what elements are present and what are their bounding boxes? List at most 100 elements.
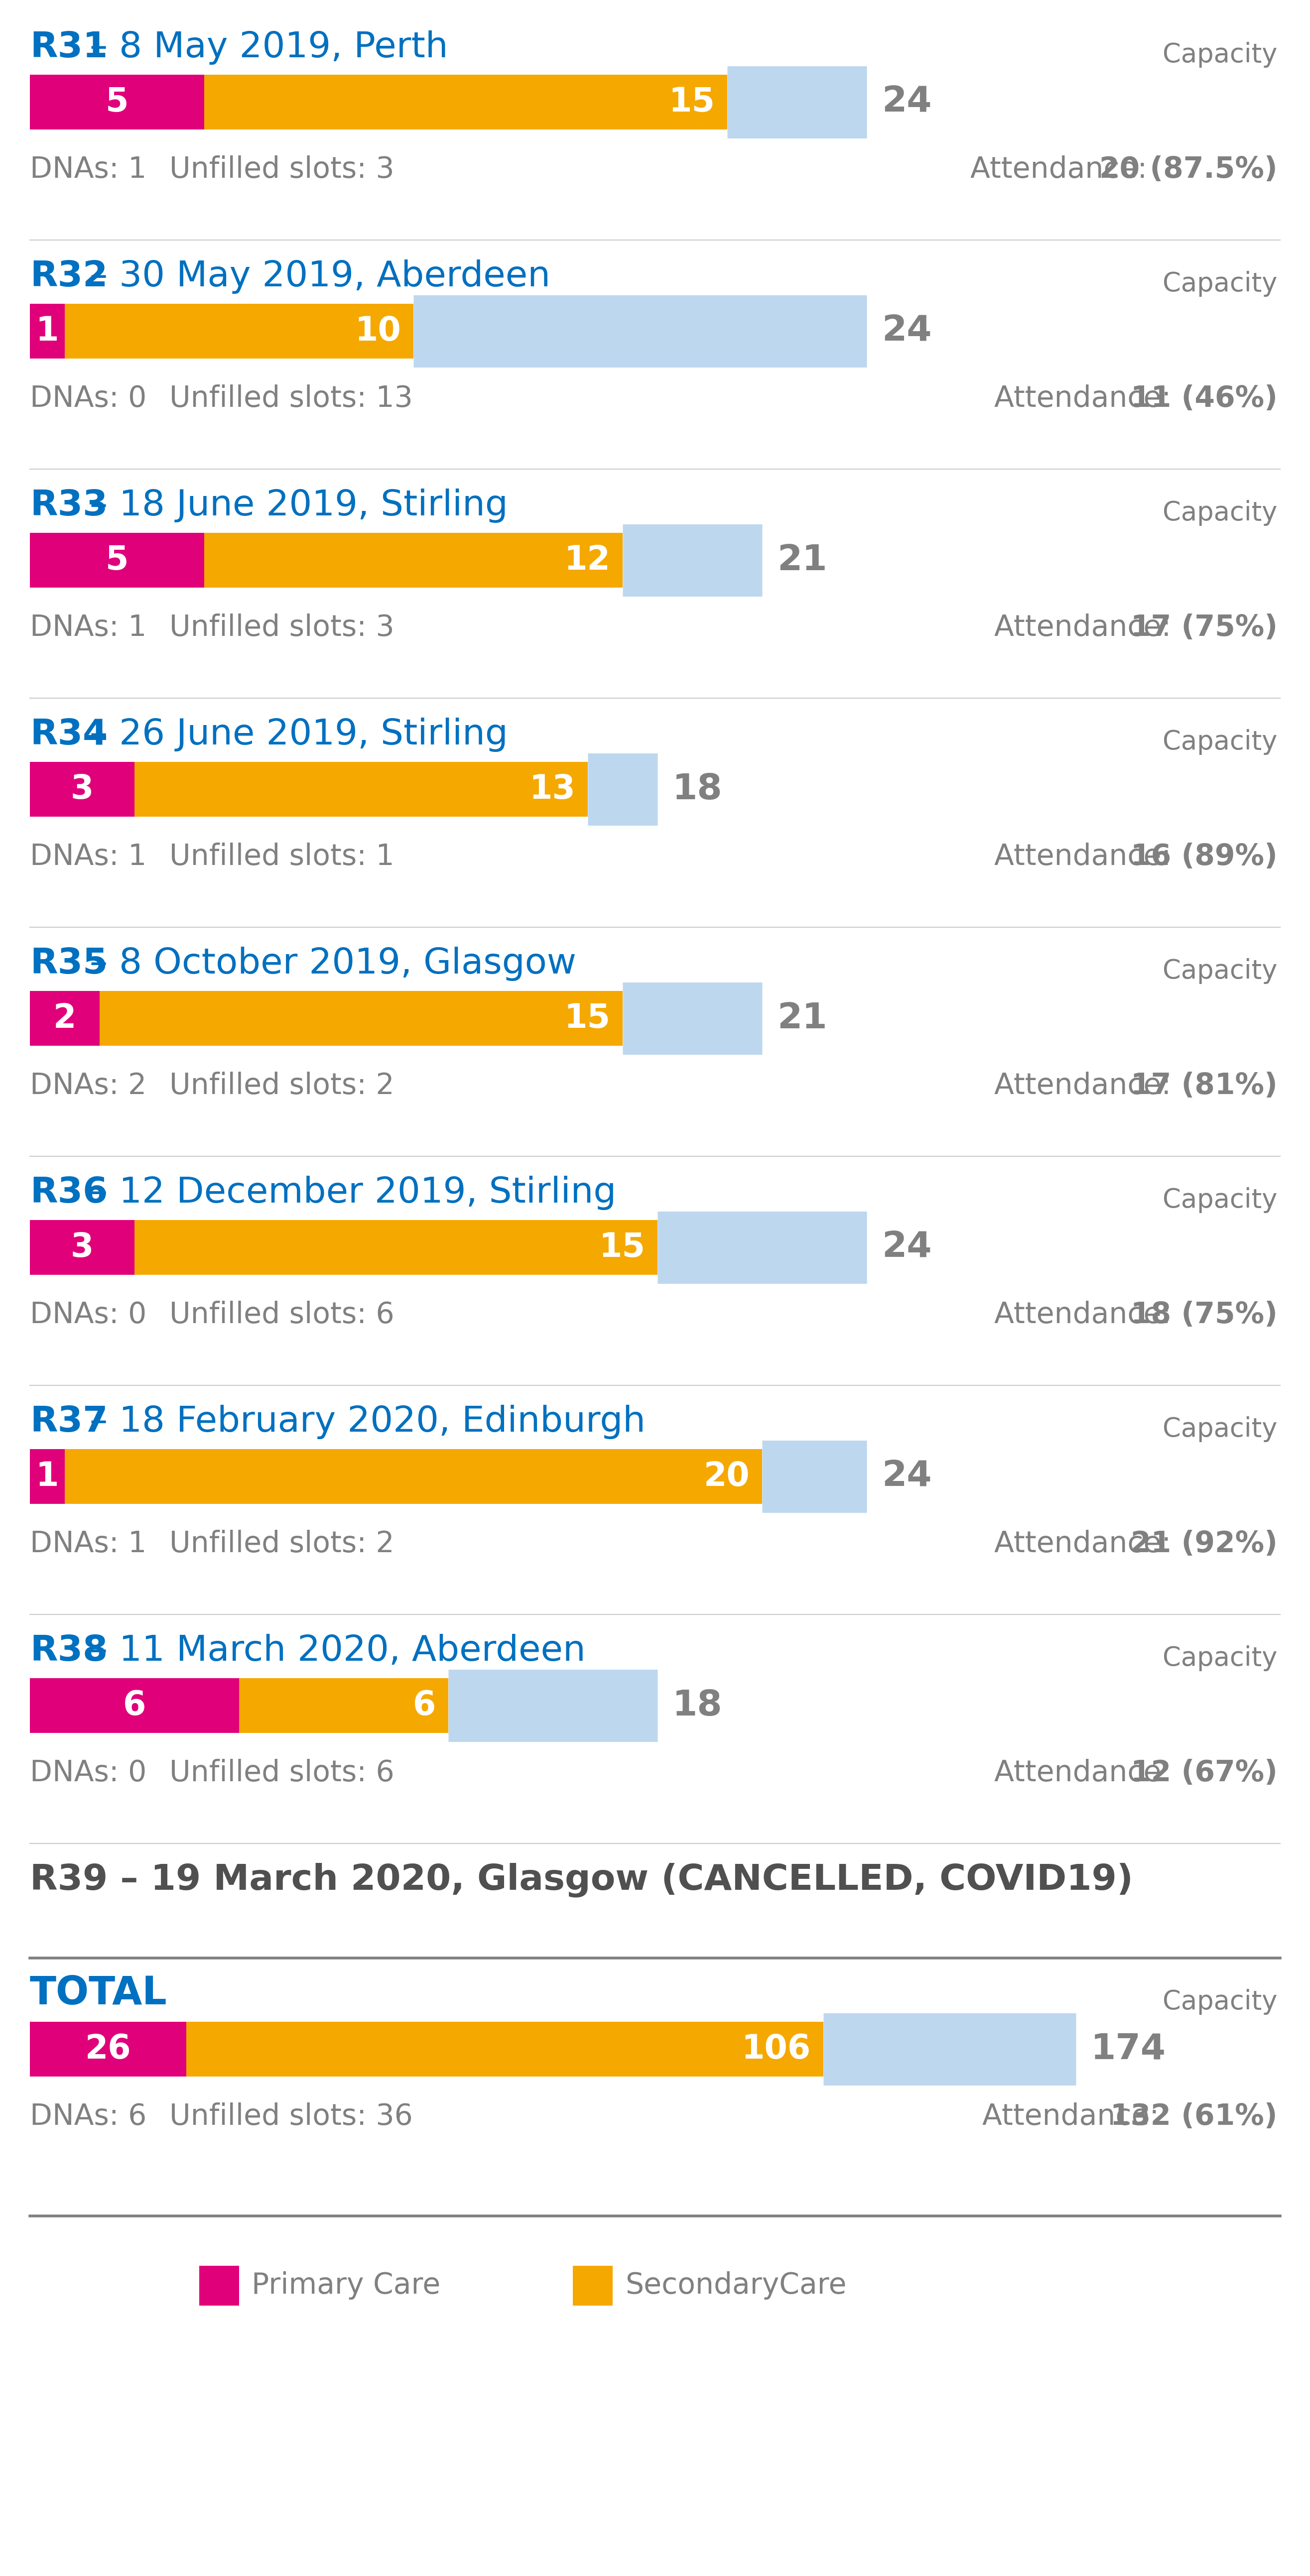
Text: R32: R32 <box>30 260 107 294</box>
Text: – 11 March 2020, Aberdeen: – 11 March 2020, Aberdeen <box>79 1633 586 1669</box>
Text: – 12 December 2019, Stirling: – 12 December 2019, Stirling <box>79 1175 616 1211</box>
Bar <box>204 75 727 129</box>
Text: – 30 May 2019, Aberdeen: – 30 May 2019, Aberdeen <box>79 260 550 294</box>
Text: – 18 June 2019, Stirling: – 18 June 2019, Stirling <box>79 489 508 523</box>
Text: Primary Care: Primary Care <box>252 2272 440 2300</box>
Bar <box>240 1677 448 1734</box>
Text: R35: R35 <box>30 945 107 981</box>
Text: Unfilled slots: 3: Unfilled slots: 3 <box>169 613 394 641</box>
Text: 20: 20 <box>703 1461 749 1494</box>
Text: 24: 24 <box>882 1231 931 1265</box>
Text: SecondaryCare: SecondaryCare <box>625 2272 846 2300</box>
Text: Capacity: Capacity <box>1163 270 1277 296</box>
Bar <box>100 992 622 1046</box>
Bar <box>30 1677 240 1734</box>
Text: 21: 21 <box>777 1002 827 1036</box>
Text: DNAs: 0: DNAs: 0 <box>30 384 147 412</box>
Bar <box>30 75 204 129</box>
Text: Attendance:: Attendance: <box>982 2102 1169 2130</box>
Text: Capacity: Capacity <box>1163 1188 1277 1213</box>
Text: Unfilled slots: 3: Unfilled slots: 3 <box>169 155 394 183</box>
Text: 174: 174 <box>1091 2032 1166 2066</box>
Text: DNAs: 0: DNAs: 0 <box>30 1301 147 1329</box>
Text: R36: R36 <box>30 1175 107 1211</box>
Text: Unfilled slots: 2: Unfilled slots: 2 <box>169 1530 394 1558</box>
Text: R33: R33 <box>30 489 107 523</box>
Text: Attendance:: Attendance: <box>994 1072 1180 1100</box>
Text: – 26 June 2019, Stirling: – 26 June 2019, Stirling <box>79 719 508 752</box>
Text: Capacity: Capacity <box>1163 1989 1277 2014</box>
Text: 6: 6 <box>413 1690 436 1721</box>
Text: Capacity: Capacity <box>1163 41 1277 67</box>
Text: Attendance:: Attendance: <box>994 1530 1180 1558</box>
Text: Capacity: Capacity <box>1163 729 1277 755</box>
Text: 12 (67%): 12 (67%) <box>1131 1759 1277 1788</box>
Text: DNAs: 1: DNAs: 1 <box>30 155 147 183</box>
Bar <box>64 304 414 358</box>
Text: 10: 10 <box>355 314 401 348</box>
Bar <box>186 2022 824 2076</box>
Text: DNAs: 2: DNAs: 2 <box>30 1072 147 1100</box>
Text: Capacity: Capacity <box>1163 1417 1277 1443</box>
Bar <box>30 992 100 1046</box>
Text: 2: 2 <box>54 1002 76 1036</box>
Bar <box>30 762 135 817</box>
Text: 18: 18 <box>672 1687 723 1723</box>
Text: 15: 15 <box>668 85 715 118</box>
Text: 18: 18 <box>672 773 723 806</box>
Text: 15: 15 <box>599 1231 645 1265</box>
Text: Unfilled slots: 6: Unfilled slots: 6 <box>169 1759 394 1788</box>
Text: Unfilled slots: 2: Unfilled slots: 2 <box>169 1072 394 1100</box>
Text: 6: 6 <box>123 1690 145 1721</box>
Text: R39 – 19 March 2020, Glasgow (CANCELLED, COVID19): R39 – 19 March 2020, Glasgow (CANCELLED,… <box>30 1862 1133 1899</box>
Bar <box>30 1221 135 1275</box>
Text: Attendance:: Attendance: <box>994 613 1180 641</box>
Text: 24: 24 <box>882 314 931 348</box>
Text: 132 (61%): 132 (61%) <box>1111 2102 1277 2130</box>
Text: 106: 106 <box>741 2032 811 2066</box>
Text: 17 (75%): 17 (75%) <box>1131 613 1277 641</box>
Text: 26: 26 <box>85 2032 131 2066</box>
Bar <box>30 533 204 587</box>
Text: Unfilled slots: 13: Unfilled slots: 13 <box>169 384 413 412</box>
Bar <box>30 304 64 358</box>
Text: R38: R38 <box>30 1633 107 1669</box>
Text: Unfilled slots: 6: Unfilled slots: 6 <box>169 1301 394 1329</box>
Text: – 18 February 2020, Edinburgh: – 18 February 2020, Edinburgh <box>79 1404 646 1440</box>
Text: 24: 24 <box>882 85 931 118</box>
Text: Capacity: Capacity <box>1163 958 1277 984</box>
Text: 13: 13 <box>529 773 575 806</box>
Text: 11 (46%): 11 (46%) <box>1131 384 1277 412</box>
Text: 15: 15 <box>563 1002 610 1036</box>
Bar <box>572 2267 613 2306</box>
Text: DNAs: 1: DNAs: 1 <box>30 842 147 871</box>
Text: Attendance:: Attendance: <box>971 155 1157 183</box>
Text: 24: 24 <box>882 1458 931 1494</box>
Text: DNAs: 0: DNAs: 0 <box>30 1759 147 1788</box>
Text: – 8 May 2019, Perth: – 8 May 2019, Perth <box>79 31 448 64</box>
Text: Attendance:: Attendance: <box>994 1301 1180 1329</box>
Text: 20 (87.5%): 20 (87.5%) <box>1099 155 1277 183</box>
Bar <box>135 1221 658 1275</box>
Text: Capacity: Capacity <box>1163 1646 1277 1672</box>
Text: 3: 3 <box>71 773 94 806</box>
Text: 21: 21 <box>777 544 827 577</box>
Bar <box>30 2022 186 2076</box>
Bar <box>199 2267 240 2306</box>
Text: Unfilled slots: 36: Unfilled slots: 36 <box>169 2102 413 2130</box>
Text: 16 (89%): 16 (89%) <box>1131 842 1277 871</box>
Text: 18 (75%): 18 (75%) <box>1131 1301 1277 1329</box>
Text: 21 (92%): 21 (92%) <box>1131 1530 1277 1558</box>
Text: – 8 October 2019, Glasgow: – 8 October 2019, Glasgow <box>79 945 576 981</box>
Text: DNAs: 1: DNAs: 1 <box>30 613 147 641</box>
Bar <box>204 533 622 587</box>
Text: 12: 12 <box>565 544 610 577</box>
Text: 1: 1 <box>35 314 59 348</box>
Text: R37: R37 <box>30 1404 107 1440</box>
Bar <box>64 1450 762 1504</box>
Text: 1: 1 <box>35 1461 59 1494</box>
Text: 5: 5 <box>106 85 128 118</box>
Text: Attendance:: Attendance: <box>994 1759 1180 1788</box>
Text: DNAs: 6: DNAs: 6 <box>30 2102 147 2130</box>
Text: Unfilled slots: 1: Unfilled slots: 1 <box>169 842 394 871</box>
